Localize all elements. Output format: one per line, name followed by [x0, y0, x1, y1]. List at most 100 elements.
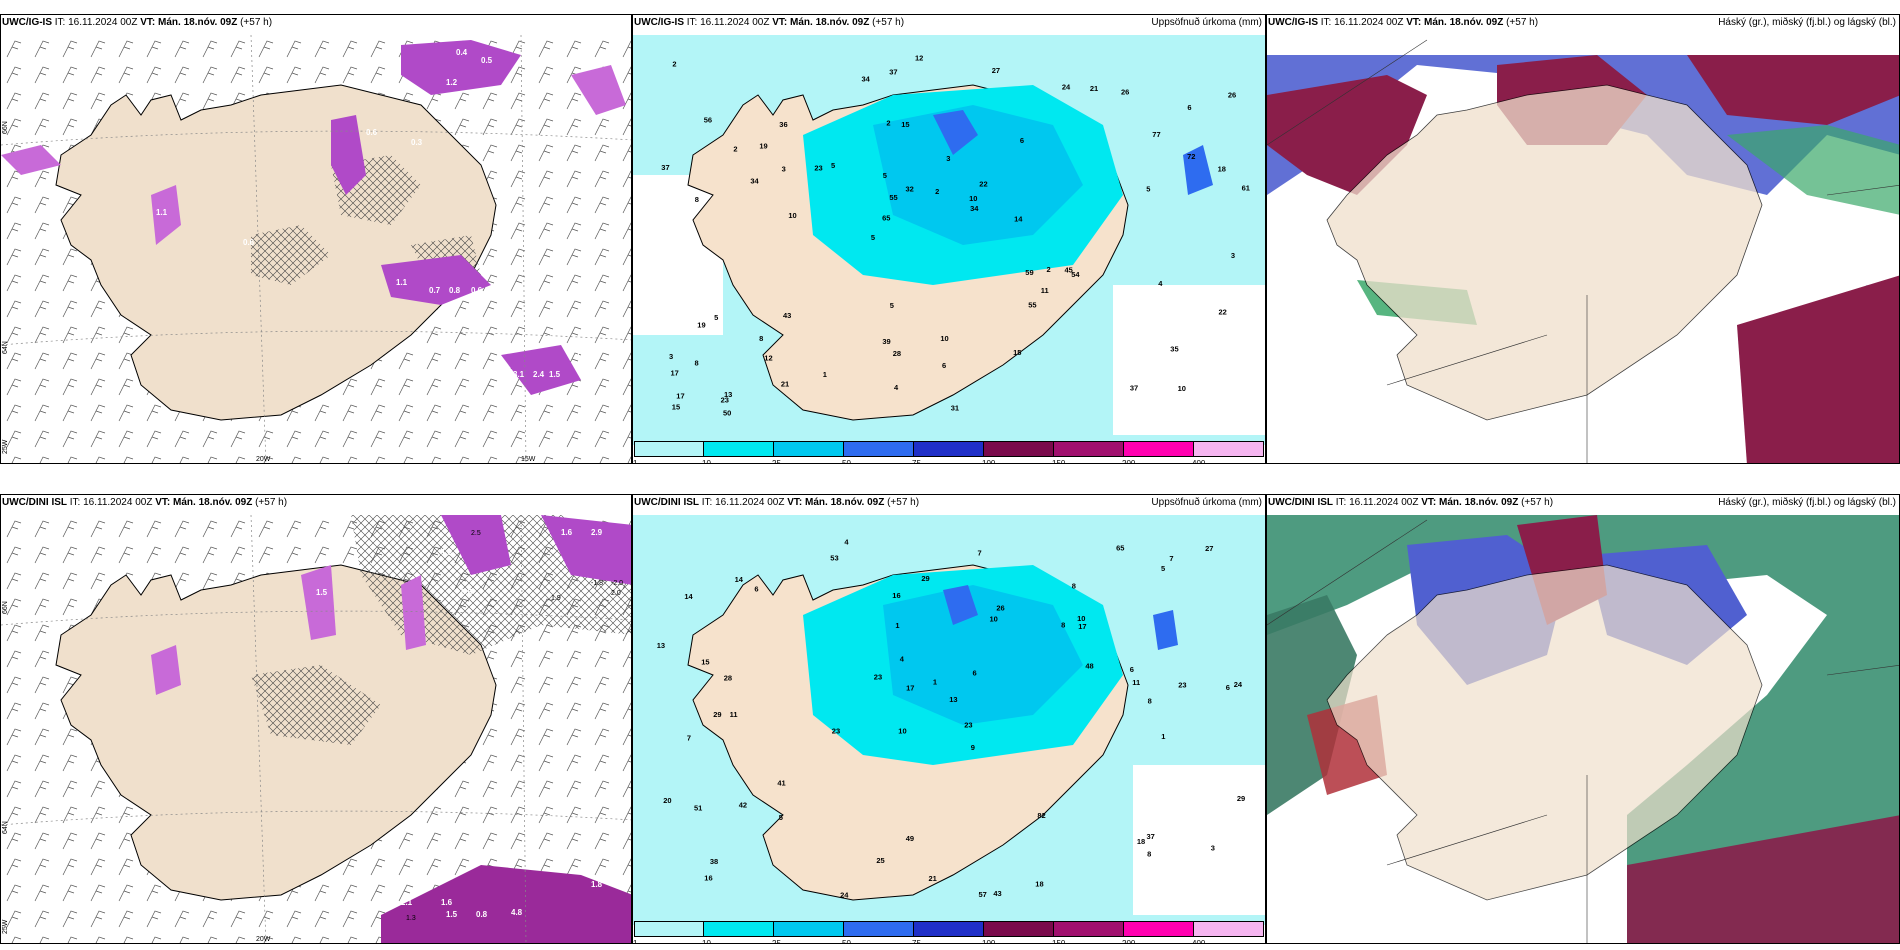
svg-text:2.5: 2.5 — [471, 530, 481, 537]
precip-value-label: 2 — [886, 119, 890, 128]
hatch-region — [251, 225, 331, 285]
map-precip-ig: 1086561323551712152254563761597265395536… — [633, 35, 1265, 445]
panel-title: UWC/IG-IS IT: 16.11.2024 00Z VT: Mán. 18… — [1268, 17, 1539, 28]
precip-value-label: 24 — [1062, 83, 1071, 92]
legend-tick: 75 — [912, 939, 921, 944]
svg-text:-2.0: -2.0 — [611, 580, 623, 587]
svg-text:0.5: 0.5 — [461, 588, 473, 597]
svg-text:1.2: 1.2 — [446, 78, 458, 87]
precip-value-label: 11 — [730, 710, 738, 719]
precip-value-label: 28 — [893, 349, 901, 358]
precip-value-label: 11 — [1132, 678, 1140, 687]
legend-tick: 1 — [633, 459, 638, 464]
precip-value-label: 26 — [996, 603, 1004, 612]
land-outline — [1326, 84, 1763, 421]
precip-purple — [401, 575, 426, 650]
legend-tick: 75 — [912, 459, 921, 464]
precip-value-label: 3 — [1231, 251, 1235, 260]
precip-value-label: 10 — [1077, 614, 1085, 623]
precip-value-label: 19 — [759, 142, 767, 151]
precip-value-label: 6 — [942, 361, 946, 370]
panel-title: UWC/IG-IS IT: 16.11.2024 00Z VT: Mán. 18… — [2, 17, 273, 28]
precip-value-label: 19 — [697, 321, 705, 330]
precip-purple — [381, 255, 491, 305]
precip-value-label: 21 — [1090, 84, 1098, 93]
precip-purple — [571, 65, 626, 115]
precip-value-label: 23 — [814, 164, 822, 173]
precip-value-label: 5 — [1161, 564, 1165, 573]
precip-value-label: 1 — [933, 678, 937, 687]
svg-text:25W: 25W — [2, 439, 9, 454]
precip-value-label: 4 — [844, 538, 849, 547]
precip-value-label: 37 — [1147, 832, 1155, 841]
precip-value-label: 55 — [1028, 300, 1036, 309]
graticule — [1267, 39, 1899, 463]
wind-value-labels: 0.4 0.5 1.2 0.6 0.3 1.1 0.6 1.1 0.7 0.8 … — [156, 48, 588, 379]
precip-field — [873, 105, 1083, 245]
svg-text:1.8: 1.8 — [591, 880, 603, 889]
cloud-low — [1267, 595, 1357, 815]
color-legend: 1 10 25 50 75 100 150 200 400 — [633, 921, 1264, 944]
precip-value-label: 13 — [949, 695, 957, 704]
legend-tick: 100 — [982, 459, 996, 464]
svg-text:66N: 66N — [2, 121, 9, 134]
precip-value-label: 82 — [1037, 811, 1045, 820]
precip-value-label: 8 — [1072, 582, 1076, 591]
precip-value-label: 5 — [1146, 185, 1150, 194]
legend-tick: 400 — [1192, 939, 1206, 944]
svg-text:20W: 20W — [256, 936, 271, 943]
precip-value-label: 3 — [1211, 843, 1215, 852]
legend-tick: 150 — [1052, 939, 1066, 944]
precip-value-label: 21 — [929, 874, 937, 883]
precip-value-label: 8 — [1061, 621, 1065, 630]
panel-dini-wind: UWC/DINI ISL IT: 16.11.2024 00Z VT: Mán.… — [0, 494, 632, 944]
precip-value-label: 18 — [1137, 837, 1145, 846]
precip-value-label: 10 — [969, 194, 977, 203]
svg-text:0.6: 0.6 — [366, 128, 378, 137]
precip-value-label: 43 — [783, 311, 791, 320]
legend-swatch: 100 — [982, 921, 1054, 943]
svg-text:2.9: 2.9 — [591, 528, 603, 537]
svg-text:0.5: 0.5 — [481, 56, 493, 65]
legend-swatch: 200 — [1122, 441, 1194, 463]
legend-swatch: 25 — [772, 441, 844, 463]
precip-value-label: 32 — [906, 184, 914, 193]
precip-value-label: 34 — [970, 204, 979, 213]
legend-tick: 100 — [982, 939, 996, 944]
panel-ig-wind: UWC/IG-IS IT: 16.11.2024 00Z VT: Mán. 18… — [0, 14, 632, 464]
precip-value-label: 17 — [1078, 622, 1086, 631]
precip-purple — [441, 515, 511, 575]
precip-value-label: 15 — [1013, 348, 1021, 357]
precip-value-label: 6 — [1226, 683, 1230, 692]
precip-value-label: 53 — [830, 553, 838, 562]
svg-text:25W: 25W — [2, 919, 9, 934]
legend-swatch: 10 — [702, 441, 774, 463]
precip-value-label: 37 — [661, 163, 669, 172]
precip-value-label: 48 — [1085, 661, 1093, 670]
precip-value-label: 65 — [1116, 544, 1124, 553]
precip-purple — [301, 565, 336, 640]
panel-subtitle: Uppsöfnuð úrkoma (mm) — [1151, 497, 1262, 508]
precip-value-label: 9 — [971, 743, 975, 752]
precip-value-label: 59 — [1025, 268, 1033, 277]
precip-value-label: 16 — [892, 591, 900, 600]
precip-purple — [501, 345, 581, 395]
precip-purple — [401, 40, 521, 95]
legend-swatch: 1 — [633, 921, 704, 943]
precip-value-label: 6 — [754, 584, 758, 593]
precip-value-label: 6 — [1187, 103, 1191, 112]
precip-value-label: 51 — [694, 804, 702, 813]
precip-value-label: 27 — [992, 66, 1000, 75]
precip-value-label: 6 — [1130, 665, 1134, 674]
map-clouds-ig — [1267, 35, 1899, 463]
precip-value-label: 20 — [663, 796, 671, 805]
precip-value-label: 23 — [1178, 680, 1186, 689]
svg-text:15W: 15W — [521, 456, 536, 463]
precip-value-label: 34 — [750, 177, 759, 186]
precip-field — [933, 110, 978, 155]
wind-value-labels: 2.5 1.6 2.9 1.3 2.0 1.9 1.5 0.5 -1.8 -2.… — [316, 528, 623, 922]
cloud-high — [1737, 275, 1899, 463]
cloud-low — [1267, 515, 1899, 943]
precip-value-label: 18 — [1218, 165, 1226, 174]
